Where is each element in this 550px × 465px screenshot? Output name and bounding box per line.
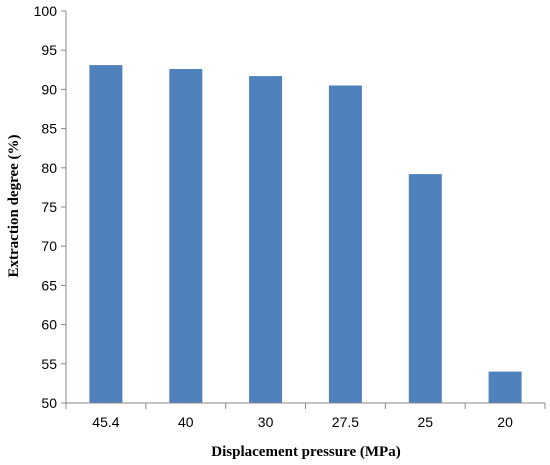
axes (65, 11, 545, 404)
bar-40 (169, 69, 203, 403)
y-tick-label: 100 (34, 3, 58, 19)
y-axis-title: Extraction degree (%) (6, 134, 22, 277)
y-tick-label: 85 (41, 121, 57, 137)
y-tick-label: 50 (41, 395, 57, 411)
y-tick-label: 65 (41, 277, 57, 293)
y-axis-ticks: 50 55 60 65 70 75 80 85 90 95 100 (34, 3, 66, 411)
x-axis-ticks: 45.4 40 30 27.5 25 20 (65, 403, 546, 430)
y-tick-label: 95 (41, 42, 57, 58)
y-tick-label: 80 (41, 160, 57, 176)
x-tick-label: 30 (258, 414, 274, 430)
y-tick-label: 60 (41, 317, 57, 333)
x-tick-label: 45.4 (92, 414, 119, 430)
bars (89, 65, 522, 403)
y-tick-label: 70 (41, 238, 57, 254)
y-tick-label: 75 (41, 199, 57, 215)
y-tick-label: 90 (41, 81, 57, 97)
x-tick-label: 40 (178, 414, 194, 430)
x-tick-label: 25 (417, 414, 433, 430)
x-axis-title: Displacement pressure (MPa) (211, 444, 400, 460)
bar-25 (408, 174, 442, 403)
bar-20 (488, 371, 522, 403)
x-tick-label: 27.5 (332, 414, 359, 430)
bar-30 (249, 76, 283, 403)
y-tick-label: 55 (41, 356, 57, 372)
bar-45.4 (89, 65, 123, 403)
bar-27.5 (328, 85, 362, 403)
x-tick-label: 20 (497, 414, 513, 430)
